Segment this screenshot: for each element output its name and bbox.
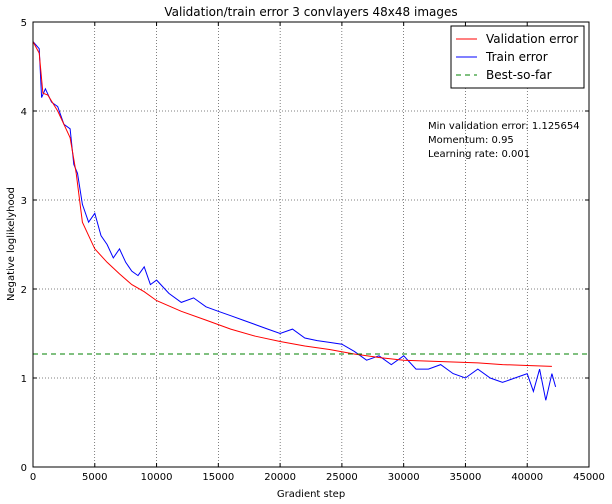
x-tick-label: 35000 bbox=[450, 472, 482, 483]
annotation-min-validation: Min validation error: 1.125654 bbox=[428, 121, 580, 132]
x-tick-label: 10000 bbox=[141, 472, 173, 483]
x-tick-label: 0 bbox=[30, 472, 36, 483]
y-tick-label: 3 bbox=[21, 196, 27, 207]
x-axis-title: Gradient step bbox=[277, 489, 345, 500]
legend: Validation error Train error Best-so-far bbox=[450, 25, 585, 89]
y-tick-label: 5 bbox=[21, 18, 27, 29]
legend-label-validation: Validation error bbox=[486, 32, 578, 46]
plot-series bbox=[32, 41, 589, 401]
y-tick-label: 0 bbox=[21, 463, 27, 474]
train-error-line bbox=[32, 41, 557, 401]
y-axis-title: Negative loglikelyhood bbox=[6, 187, 17, 301]
legend-label-train: Train error bbox=[485, 50, 548, 64]
x-tick-label: 45000 bbox=[573, 472, 605, 483]
y-tick-label: 4 bbox=[21, 107, 27, 118]
x-tick-label: 15000 bbox=[202, 472, 234, 483]
annotation-learning-rate: Learning rate: 0.001 bbox=[428, 149, 530, 160]
x-tick-label: 40000 bbox=[511, 472, 543, 483]
x-tick-label: 5000 bbox=[82, 472, 107, 483]
y-tick-labels: 0 1 2 3 4 5 bbox=[21, 18, 27, 474]
x-tick-label: 30000 bbox=[388, 472, 420, 483]
x-tick-labels: 0 5000 10000 15000 20000 25000 30000 35000 40000… bbox=[30, 472, 605, 483]
annotation-block: Min validation error: 1.125654 Momentum:… bbox=[428, 121, 580, 160]
legend-label-best: Best-so-far bbox=[486, 68, 552, 82]
plot-frame bbox=[32, 21, 590, 468]
y-tick-label: 2 bbox=[21, 285, 27, 296]
chart-title: Validation/train error 3 convlayers 48x4… bbox=[164, 5, 457, 19]
grid bbox=[33, 22, 589, 467]
tick-marks bbox=[32, 21, 590, 468]
x-tick-label: 25000 bbox=[326, 472, 358, 483]
validation-error-line bbox=[32, 41, 552, 367]
y-tick-label: 1 bbox=[21, 374, 27, 385]
x-tick-label: 20000 bbox=[264, 472, 296, 483]
legend-box bbox=[450, 25, 585, 89]
annotation-momentum: Momentum: 0.95 bbox=[428, 135, 514, 146]
